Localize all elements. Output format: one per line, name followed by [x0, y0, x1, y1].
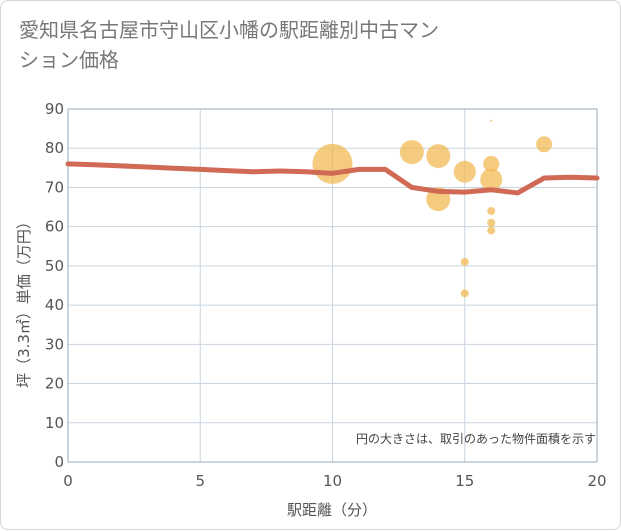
x-tick-label: 15	[455, 472, 474, 490]
plot-border	[67, 108, 598, 463]
y-tick-label: 60	[45, 218, 64, 236]
data-point	[490, 119, 493, 122]
data-point	[460, 289, 469, 298]
data-point	[399, 140, 424, 165]
y-tick-label: 10	[45, 414, 64, 432]
y-tick-label: 0	[54, 453, 64, 471]
x-tick-label: 20	[587, 472, 606, 490]
trend-line-series	[65, 161, 600, 196]
chart-title: 愛知県名古屋市守山区小幡の駅距離別中古マンション価格	[19, 18, 439, 72]
data-point	[483, 155, 500, 172]
y-tick-label: 30	[45, 335, 64, 353]
y-tick-label: 40	[45, 296, 64, 314]
x-tick-label: 5	[195, 472, 205, 490]
x-tick-label: 0	[63, 472, 73, 490]
data-point	[487, 206, 496, 215]
size-note: 円の大きさは、取引のあった物件面積を示す	[356, 431, 596, 446]
data-point	[453, 160, 476, 183]
data-point	[480, 168, 503, 191]
y-tick-label: 50	[45, 257, 64, 275]
data-point	[426, 144, 451, 169]
y-tick-label: 20	[45, 375, 64, 393]
y-tick-label: 70	[45, 178, 64, 196]
x-tick-label: 10	[323, 472, 342, 490]
y-axis-label: 坪（3.3㎡）単価（万円）	[15, 214, 33, 388]
average-price-line	[65, 161, 600, 196]
x-axis-label: 駅距離（分）	[287, 501, 377, 519]
y-tick-label: 80	[45, 139, 64, 157]
data-point	[487, 218, 496, 227]
y-tick-label: 90	[45, 100, 64, 118]
data-point	[536, 136, 553, 153]
data-point	[312, 143, 353, 184]
data-point	[460, 257, 469, 266]
data-point	[487, 226, 496, 235]
x-axis-ticks: 0 5 10 15 20	[63, 472, 606, 490]
y-axis-ticks: 0 10 20 30 40 50 60 70 80 90	[45, 100, 64, 471]
